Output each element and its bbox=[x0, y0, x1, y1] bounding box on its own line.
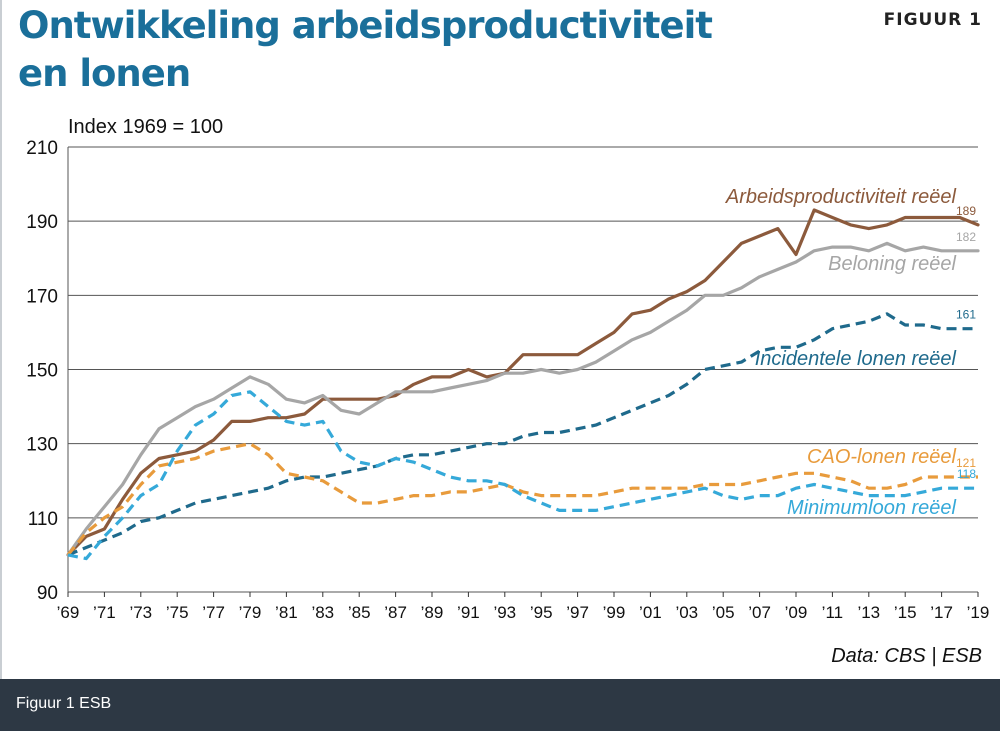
series-line-minimum bbox=[67, 390, 978, 561]
x-tick-label: ’75 bbox=[166, 603, 189, 622]
frame-left-border bbox=[0, 0, 2, 679]
series-line-incidental bbox=[67, 312, 978, 557]
chart-title-line1: Ontwikkeling arbeidsproductiviteit bbox=[18, 4, 713, 47]
x-tick-label: ’71 bbox=[93, 603, 116, 622]
y-tick-labels: 90 110 130 150 170 190 210 bbox=[26, 138, 58, 604]
x-tick-label: ’77 bbox=[202, 603, 225, 622]
x-tick-label: ’99 bbox=[603, 603, 626, 622]
x-tick-label: ’73 bbox=[129, 603, 152, 622]
x-tick-label: ’05 bbox=[712, 603, 735, 622]
chart-title-line2: en lonen bbox=[18, 52, 191, 95]
figure-label: FIGUUR 1 bbox=[883, 10, 982, 30]
x-tick-label: ’87 bbox=[384, 603, 407, 622]
series-label-cao: CAO-lonen reëel bbox=[807, 446, 957, 468]
x-tick-label: ’83 bbox=[311, 603, 334, 622]
data-source: Data: CBS | ESB bbox=[831, 645, 982, 667]
x-tick-label: ’91 bbox=[457, 603, 480, 622]
y-tick-label: 110 bbox=[28, 509, 58, 530]
series-line-cao bbox=[66, 442, 978, 556]
series-label-minimum: Minimumloon reëel bbox=[787, 497, 957, 519]
series-label-incidental: Incidentele lonen reëel bbox=[755, 348, 957, 370]
x-tick-label: ’93 bbox=[493, 603, 516, 622]
caption-bar: Figuur 1 ESB bbox=[0, 679, 1000, 731]
series-lines bbox=[66, 208, 980, 561]
end-value-minimum: 118 bbox=[957, 467, 976, 481]
series-line-wages bbox=[66, 241, 980, 557]
x-tick-label: ’79 bbox=[239, 603, 262, 622]
y-tick-label: 90 bbox=[37, 583, 58, 604]
y-tick-label: 210 bbox=[26, 138, 58, 159]
series-label-wages: Beloning reëel bbox=[828, 253, 956, 275]
x-tick-label: ’01 bbox=[639, 603, 662, 622]
x-tick-label: ’85 bbox=[348, 603, 371, 622]
x-tick-label: ’19 bbox=[967, 603, 990, 622]
end-value-cao: 121 bbox=[956, 456, 976, 470]
end-value-productivity: 189 bbox=[956, 204, 976, 218]
x-tick-label: ’17 bbox=[930, 603, 953, 622]
x-tick-label: ’95 bbox=[530, 603, 553, 622]
x-tick-label: ’11 bbox=[822, 603, 843, 622]
y-axis-label: Index 1969 = 100 bbox=[68, 116, 224, 138]
gridlines bbox=[67, 146, 978, 593]
end-value-wages: 182 bbox=[956, 230, 976, 244]
x-tick-label: ’15 bbox=[894, 603, 917, 622]
x-tick-label: ’97 bbox=[566, 603, 589, 622]
x-tick-label: ’03 bbox=[675, 603, 698, 622]
end-value-incidental: 161 bbox=[956, 308, 976, 322]
y-tick-label: 190 bbox=[26, 212, 58, 233]
y-tick-label: 130 bbox=[26, 435, 58, 456]
chart-title: Ontwikkeling arbeidsproductiviteit en lo… bbox=[18, 2, 713, 98]
caption-text: Figuur 1 ESB bbox=[16, 695, 112, 712]
series-label-productivity: Arbeidsproductiviteit reëel bbox=[725, 186, 957, 208]
x-tick-label: ’81 bbox=[275, 603, 298, 622]
x-tick-label: ’89 bbox=[421, 603, 444, 622]
y-tick-label: 150 bbox=[26, 361, 58, 382]
x-tick-label: ’09 bbox=[785, 603, 808, 622]
x-tick-labels: ’69 ’71 ’73 ’75 ’77 ’79 ’81 ’83 ’85 ’87 ’89 ’91 ’93 ’… bbox=[57, 592, 990, 622]
x-tick-label: ’07 bbox=[748, 603, 771, 622]
x-tick-label: ’69 bbox=[57, 603, 80, 622]
series-line-productivity bbox=[66, 208, 980, 557]
y-tick-label: 170 bbox=[26, 286, 58, 307]
x-tick-label: ’13 bbox=[857, 603, 880, 622]
